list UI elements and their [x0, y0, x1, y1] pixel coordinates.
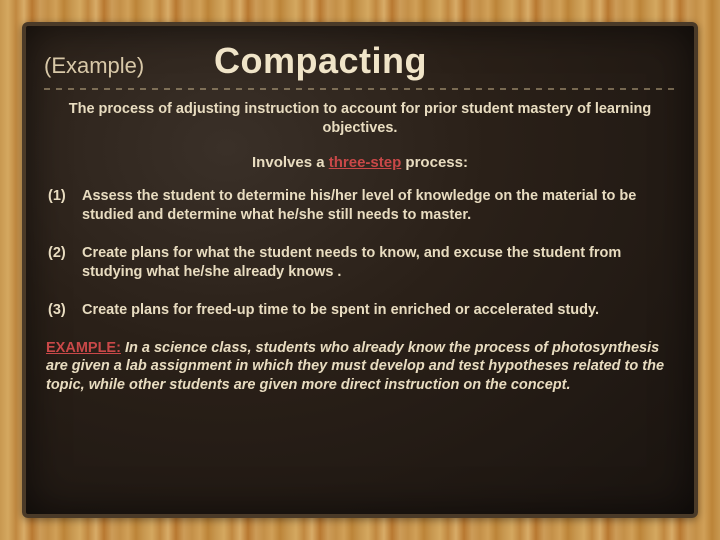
definition-text: The process of adjusting instruction to … [44, 100, 676, 138]
involves-suffix: process: [401, 154, 468, 171]
chalkboard-panel: (Example) Compacting The process of adju… [22, 22, 698, 518]
step-1: (1) Assess the student to determine his/… [48, 187, 672, 226]
divider-line [44, 88, 676, 90]
steps-list: (1) Assess the student to determine his/… [44, 187, 676, 321]
involves-prefix: Involves a [252, 154, 329, 171]
example-label: (Example) [44, 53, 184, 79]
header-row: (Example) Compacting [44, 40, 676, 82]
page-title: Compacting [184, 40, 676, 82]
step-2-text: Create plans for what the student needs … [82, 244, 672, 283]
involves-line: Involves a three-step process: [44, 154, 676, 171]
step-1-text: Assess the student to determine his/her … [82, 187, 672, 226]
example-heading: EXAMPLE: [46, 340, 121, 356]
step-3-text: Create plans for freed-up time to be spe… [82, 301, 672, 321]
example-block: EXAMPLE: In a science class, students wh… [44, 339, 676, 396]
step-1-num: (1) [48, 187, 82, 226]
step-2: (2) Create plans for what the student ne… [48, 244, 672, 283]
wood-frame: (Example) Compacting The process of adju… [0, 0, 720, 540]
example-body: In a science class, students who already… [46, 340, 664, 394]
step-2-num: (2) [48, 244, 82, 283]
involves-highlight: three-step [329, 154, 402, 171]
step-3-num: (3) [48, 301, 82, 321]
step-3: (3) Create plans for freed-up time to be… [48, 301, 672, 321]
